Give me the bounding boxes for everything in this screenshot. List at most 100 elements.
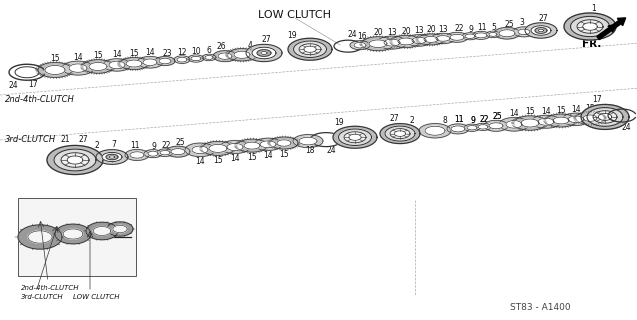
Polygon shape [571, 16, 610, 36]
Polygon shape [598, 114, 612, 120]
Text: 27: 27 [261, 36, 271, 44]
Text: 14: 14 [145, 48, 155, 57]
Polygon shape [109, 61, 125, 69]
Polygon shape [45, 66, 65, 75]
Polygon shape [288, 38, 332, 60]
Polygon shape [160, 150, 170, 155]
Bar [18, 198, 136, 276]
Polygon shape [494, 28, 520, 39]
Polygon shape [593, 111, 617, 123]
Polygon shape [202, 141, 234, 156]
Polygon shape [394, 131, 406, 136]
Polygon shape [213, 51, 237, 62]
Polygon shape [157, 149, 173, 156]
Polygon shape [38, 62, 72, 77]
Polygon shape [227, 143, 243, 151]
Polygon shape [107, 222, 133, 236]
Polygon shape [385, 126, 415, 141]
Polygon shape [67, 156, 83, 164]
Polygon shape [171, 148, 185, 155]
Polygon shape [55, 224, 91, 244]
Polygon shape [83, 60, 113, 73]
Text: 26: 26 [216, 42, 225, 51]
Polygon shape [103, 59, 131, 71]
Text: 3rd-CLUTCH: 3rd-CLUTCH [21, 294, 64, 300]
Polygon shape [252, 47, 276, 59]
Text: 11: 11 [130, 141, 140, 150]
Polygon shape [562, 113, 590, 125]
Polygon shape [155, 57, 175, 66]
Polygon shape [113, 225, 127, 233]
Polygon shape [299, 137, 317, 145]
Polygon shape [499, 30, 515, 37]
Text: 24: 24 [8, 81, 18, 90]
Text: 14: 14 [195, 157, 205, 166]
Text: 22: 22 [454, 24, 464, 33]
Text: 14: 14 [230, 154, 240, 163]
Polygon shape [228, 49, 256, 61]
Polygon shape [425, 126, 445, 135]
Text: 1: 1 [592, 4, 596, 13]
Polygon shape [525, 23, 557, 38]
Text: 9: 9 [469, 25, 473, 34]
Polygon shape [587, 108, 623, 126]
Text: 15: 15 [585, 104, 595, 113]
Polygon shape [583, 23, 598, 30]
Polygon shape [143, 59, 157, 66]
Text: 13: 13 [438, 25, 448, 34]
Polygon shape [538, 118, 554, 125]
Text: 15: 15 [556, 106, 566, 115]
Polygon shape [237, 139, 267, 152]
Polygon shape [69, 64, 87, 72]
Polygon shape [270, 137, 298, 149]
Polygon shape [246, 44, 282, 62]
Polygon shape [431, 33, 455, 44]
Polygon shape [177, 57, 187, 62]
Text: 27: 27 [389, 114, 399, 123]
Polygon shape [553, 117, 569, 124]
Polygon shape [144, 150, 162, 158]
Polygon shape [568, 116, 584, 123]
Polygon shape [392, 35, 420, 48]
Text: 15: 15 [247, 153, 257, 162]
Text: 6: 6 [206, 46, 211, 55]
Text: 15: 15 [213, 156, 223, 165]
Polygon shape [96, 150, 128, 164]
Polygon shape [18, 225, 62, 249]
Text: 4: 4 [248, 41, 252, 50]
Polygon shape [535, 28, 547, 33]
Polygon shape [220, 140, 250, 154]
Polygon shape [354, 42, 366, 48]
Text: 14: 14 [541, 107, 551, 116]
Polygon shape [447, 124, 469, 134]
Text: 18: 18 [305, 146, 315, 155]
Text: 20: 20 [401, 27, 411, 36]
Polygon shape [106, 154, 118, 160]
Polygon shape [125, 149, 149, 160]
Polygon shape [581, 104, 629, 129]
Polygon shape [130, 152, 144, 158]
Polygon shape [185, 143, 215, 157]
Text: 27: 27 [538, 14, 548, 23]
Polygon shape [513, 27, 535, 37]
Polygon shape [110, 156, 115, 158]
Polygon shape [102, 152, 122, 162]
Polygon shape [137, 56, 163, 68]
Polygon shape [538, 29, 544, 32]
Polygon shape [299, 44, 321, 55]
Polygon shape [257, 50, 271, 56]
Polygon shape [450, 34, 464, 40]
Text: 13: 13 [414, 26, 424, 35]
Text: 3: 3 [520, 18, 524, 28]
Polygon shape [464, 124, 480, 131]
Polygon shape [369, 40, 387, 48]
Text: 20: 20 [426, 25, 436, 35]
Text: 9: 9 [471, 116, 475, 125]
Polygon shape [293, 135, 323, 148]
Polygon shape [424, 36, 438, 43]
Text: 14: 14 [73, 52, 83, 61]
Text: 7: 7 [111, 140, 117, 149]
Polygon shape [577, 20, 603, 33]
Polygon shape [521, 119, 539, 127]
Polygon shape [202, 54, 216, 61]
